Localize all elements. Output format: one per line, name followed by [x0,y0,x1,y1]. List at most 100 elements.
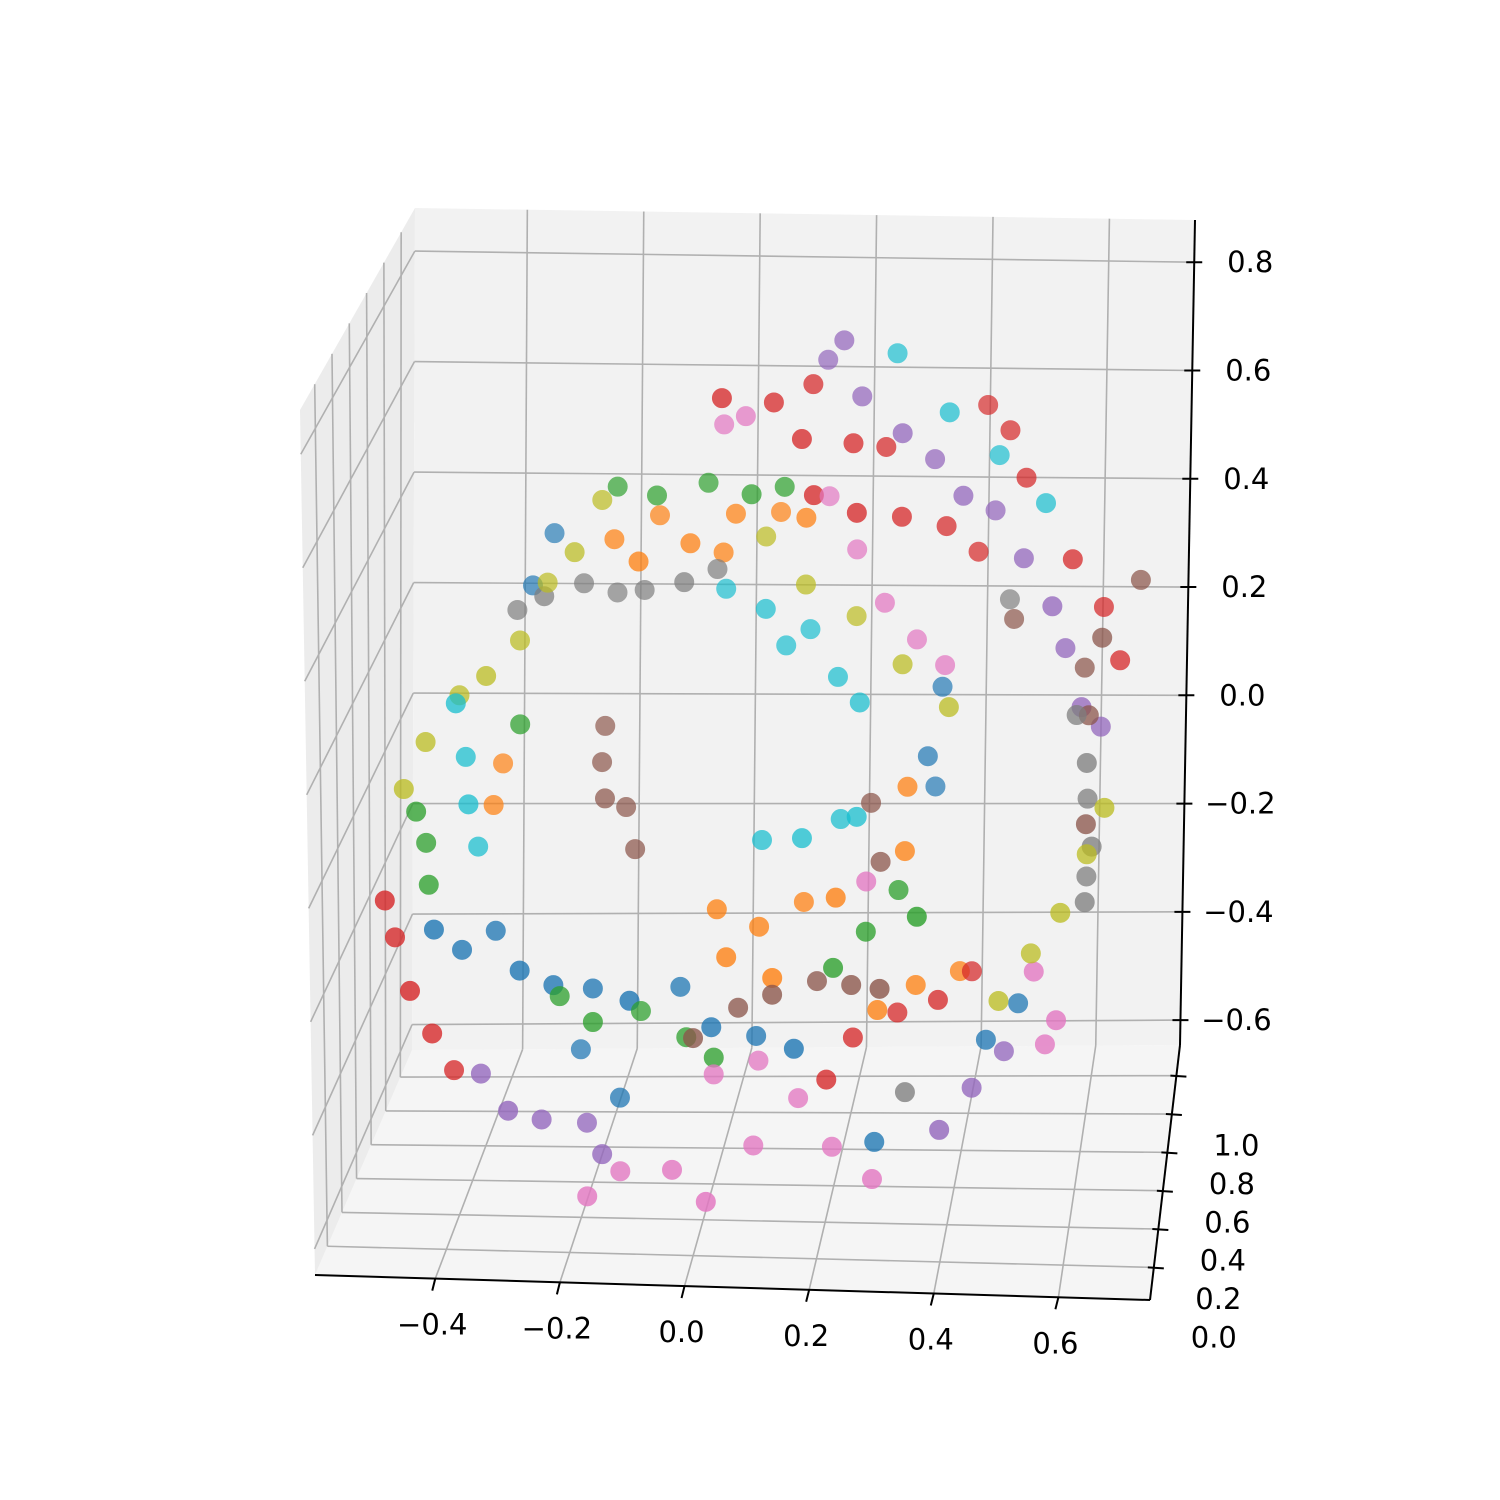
point [892,423,913,444]
point [800,619,821,640]
z-tick-label: 0.2 [1221,570,1267,604]
z-tick-label: −0.4 [1203,895,1273,929]
point [988,990,1009,1011]
point [856,871,877,892]
y-tick-label: 0.8 [1209,1167,1255,1201]
grid-line [980,216,994,1047]
point [939,402,960,423]
x-tick [805,1289,811,1303]
z-tick-label: 0.8 [1227,245,1273,279]
point [714,414,735,435]
grid-line [414,471,1191,480]
point [728,997,749,1018]
point [483,794,504,815]
point [415,731,436,752]
point [510,630,531,651]
point [616,797,637,818]
point [393,778,414,799]
y-tick-label: 0.2 [1195,1282,1241,1316]
point [1004,608,1025,629]
point [634,579,655,600]
point [874,592,895,613]
point [887,343,908,364]
point [806,971,827,992]
point [604,529,625,550]
point [816,1069,837,1090]
y-tick-label: 0.6 [1204,1205,1250,1239]
point [574,573,595,594]
point [774,476,795,497]
point [894,1082,915,1103]
point [968,541,989,562]
point [796,507,817,528]
point [1050,902,1071,923]
point [821,1136,842,1157]
point [763,392,784,413]
x-tick-label: −0.2 [522,1311,592,1345]
point [841,974,862,995]
point [894,841,915,862]
point [847,539,868,560]
grid-line [434,1048,524,1279]
point [1074,892,1095,913]
point [846,606,867,627]
point [861,792,882,813]
y-tick [1147,1266,1164,1270]
point [1066,705,1087,726]
point [1020,943,1041,964]
point [418,874,439,895]
floor-pane [315,1045,1180,1300]
point [925,449,946,470]
point [374,890,395,911]
grid-line [414,250,1195,264]
point [630,1001,651,1022]
grid-line [808,1046,868,1290]
point [999,589,1020,610]
point [607,582,628,603]
point [1130,569,1151,590]
point [819,486,840,507]
grid-line [383,262,387,1111]
grid-line [865,215,878,1048]
point [703,1064,724,1085]
point [510,714,531,735]
point [1077,788,1098,809]
point [1023,961,1044,982]
point [1076,866,1097,887]
point [961,961,982,982]
point [544,523,565,544]
grid-line [331,353,343,1213]
point [698,472,719,493]
point [906,906,927,927]
point [846,806,867,827]
point [549,986,570,1007]
point [1075,814,1096,835]
point [628,551,649,572]
point [876,436,897,457]
point [897,776,918,797]
point [791,828,812,849]
grid-line [327,1245,1154,1269]
point [855,921,876,942]
grid-line [311,913,414,1136]
point [762,984,783,1005]
grid-line [521,209,529,1050]
grid-line [300,250,416,455]
point [576,1112,597,1133]
y-tick [1156,1189,1173,1193]
grid-line [307,692,414,909]
axis-line [314,1274,1151,1301]
x-tick [680,1285,686,1299]
point [1055,638,1076,659]
point [537,572,558,593]
point [1110,650,1131,671]
point [594,788,615,809]
grid-line [371,1143,1168,1154]
point [748,1050,769,1071]
point [887,1002,908,1023]
y-tick [1170,1074,1187,1078]
point [444,1060,465,1081]
point [716,578,737,599]
y-tick-label: 1.0 [1213,1129,1259,1163]
point [756,526,777,547]
